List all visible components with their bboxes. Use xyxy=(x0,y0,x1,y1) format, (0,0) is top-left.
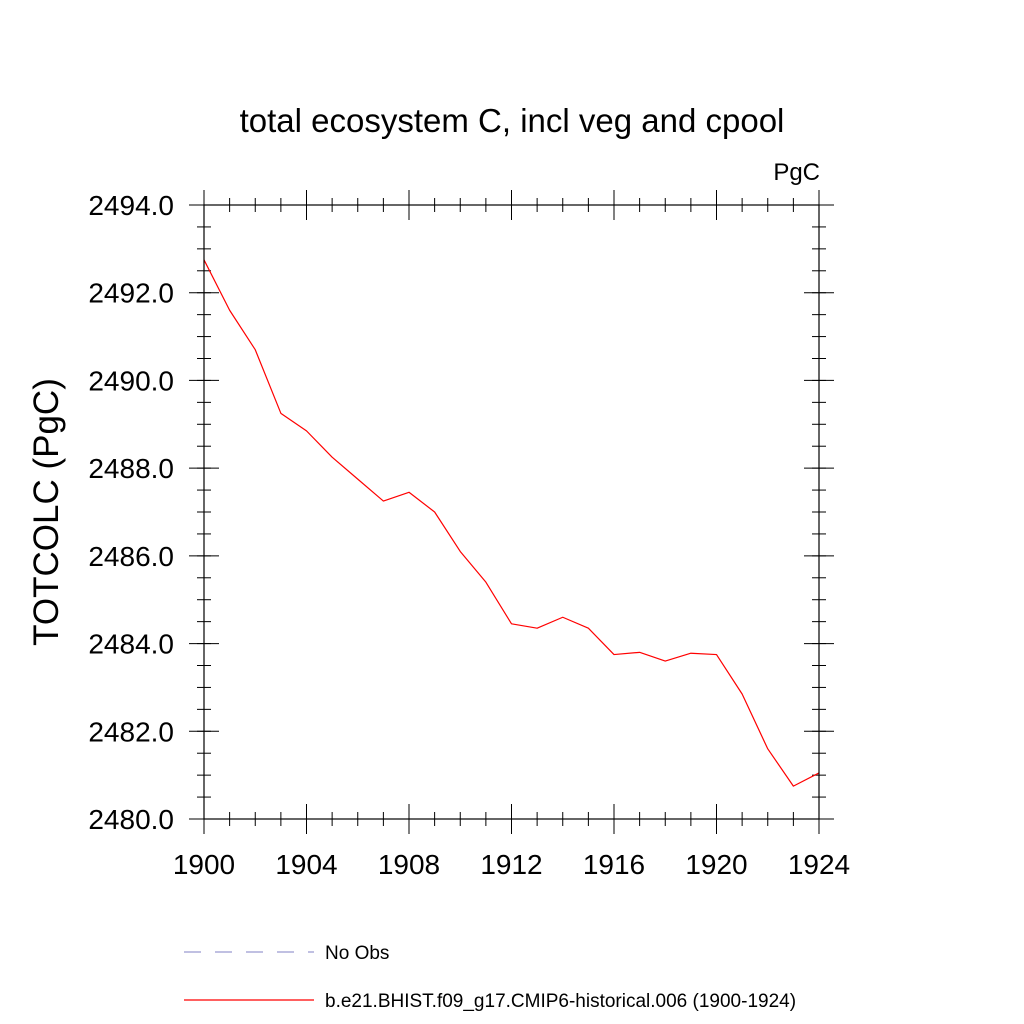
y-tick-label: 2490.0 xyxy=(88,365,174,396)
units-label: PgC xyxy=(773,159,820,186)
y-tick-label: 2494.0 xyxy=(88,190,174,221)
plot-frame xyxy=(203,204,820,820)
x-tick-label: 1908 xyxy=(378,849,440,880)
x-tick-label: 1920 xyxy=(685,849,747,880)
y-tick-label: 2486.0 xyxy=(88,541,174,572)
legend-label: b.e21.BHIST.f09_g17.CMIP6-historical.006… xyxy=(325,991,796,1012)
legend: No Obs b.e21.BHIST.f09_g17.CMIP6-historic… xyxy=(184,943,796,1012)
x-tick-label: 1924 xyxy=(788,849,850,880)
y-tick-label: 2492.0 xyxy=(88,278,174,309)
chart-title: total ecosystem C, incl veg and cpool xyxy=(240,102,785,139)
axis-ticks: 1900 1904 1908 1912 1916 1920 1924 2480.0 2482.0… xyxy=(88,190,850,880)
y-tick-label: 2488.0 xyxy=(88,453,174,484)
series-line xyxy=(203,259,820,787)
x-tick-label: 1904 xyxy=(275,849,337,880)
y-tick-label: 2484.0 xyxy=(88,629,174,660)
y-tick-label: 2480.0 xyxy=(88,804,174,835)
x-tick-label: 1900 xyxy=(173,849,235,880)
x-tick-label: 1912 xyxy=(480,849,542,880)
legend-label: No Obs xyxy=(325,943,389,964)
series-lines xyxy=(203,259,820,787)
y-tick-label: 2482.0 xyxy=(88,716,174,747)
x-tick-label: 1916 xyxy=(583,849,645,880)
y-axis-label: TOTCOLC (PgC) xyxy=(27,378,66,646)
